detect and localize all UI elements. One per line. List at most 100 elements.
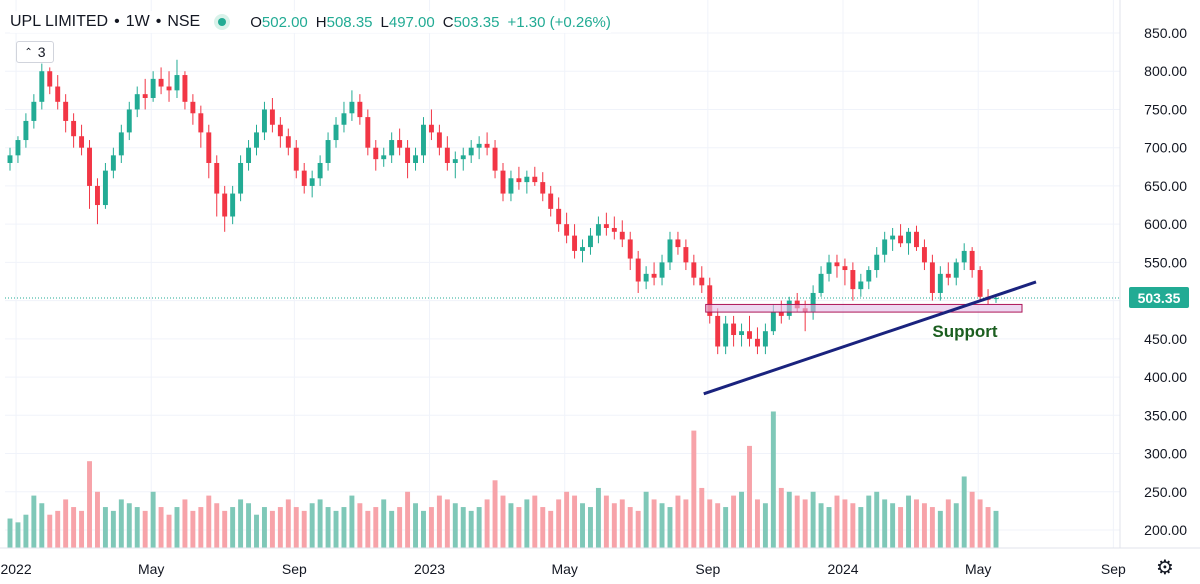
- volume-bar: [516, 507, 522, 548]
- exchange[interactable]: NSE: [167, 13, 201, 30]
- candle-body: [500, 170, 506, 194]
- volume-bar: [460, 507, 466, 548]
- indicators-toggle-button[interactable]: ⌃ 3: [16, 41, 54, 63]
- volume-bar: [102, 507, 108, 548]
- candle-body: [206, 132, 212, 163]
- candle-body: [15, 140, 21, 156]
- market-status-icon[interactable]: [214, 14, 231, 30]
- candle-body: [627, 239, 633, 259]
- candle-body: [325, 140, 331, 163]
- volume-bar: [95, 491, 100, 548]
- candle-body: [659, 262, 665, 278]
- volume-bar: [588, 507, 593, 548]
- candle-body: [142, 94, 148, 98]
- candle-body: [476, 143, 482, 148]
- open-value: 502.00: [261, 13, 308, 31]
- time-tick-label: 2022: [0, 561, 31, 577]
- volume-bar: [436, 495, 442, 548]
- candle-body: [739, 331, 745, 336]
- price-tick-label: 550.00: [1144, 254, 1187, 270]
- candle-body: [898, 235, 904, 244]
- candle-body: [906, 231, 911, 244]
- volume-bar: [540, 507, 546, 548]
- candle-body: [222, 193, 228, 217]
- chevron-up-icon: ⌃: [24, 46, 33, 58]
- volume-bar: [118, 499, 124, 548]
- candle-body: [731, 323, 737, 336]
- candle-body: [349, 101, 355, 114]
- volume-bar: [405, 491, 411, 548]
- volume-bar: [882, 499, 888, 548]
- volume-bar: [572, 495, 578, 548]
- volume-bar: [810, 491, 816, 548]
- candle-body: [23, 120, 29, 141]
- candle-body: [293, 147, 299, 171]
- volume-bar: [595, 487, 601, 548]
- volume-bar: [723, 507, 729, 548]
- candle-body: [357, 101, 363, 118]
- candle-body: [882, 239, 888, 255]
- volume-bar: [7, 518, 13, 548]
- candle-body: [110, 155, 116, 171]
- candle-body: [691, 262, 697, 278]
- price-tick-label: 700.00: [1144, 140, 1187, 156]
- candle-body: [31, 101, 37, 121]
- volume-bar: [786, 491, 792, 548]
- volume-bar: [142, 510, 148, 548]
- candle-body: [134, 94, 140, 110]
- price-tick-label: 650.00: [1144, 178, 1187, 194]
- volume-bar: [794, 495, 800, 548]
- volume-bar: [914, 499, 919, 548]
- indicator-count: 3: [37, 44, 46, 60]
- volume-bar: [389, 510, 395, 548]
- volume-bar: [532, 495, 538, 548]
- candle-body: [858, 281, 864, 290]
- candle-body: [492, 147, 498, 171]
- volume-bar: [15, 522, 21, 548]
- volume-bar: [643, 491, 649, 548]
- candle-body: [508, 178, 514, 194]
- candle-body: [317, 162, 323, 179]
- support-zone: [705, 303, 1023, 313]
- volume-bar: [126, 503, 132, 548]
- volume-bar: [293, 507, 299, 548]
- volume-bar: [937, 510, 943, 548]
- candle-body: [818, 273, 824, 293]
- trendline: [703, 280, 1037, 396]
- candle-body: [261, 109, 267, 133]
- candle-body: [71, 120, 77, 137]
- candle-body: [778, 312, 784, 316]
- volume-bar: [850, 503, 856, 548]
- volume-bar: [929, 507, 935, 548]
- candle-body: [810, 292, 816, 313]
- price-tick-label: 750.00: [1144, 101, 1187, 117]
- time-tick-label: May: [138, 561, 164, 577]
- candle-body: [556, 208, 562, 225]
- volume-bar: [802, 499, 808, 548]
- candle-body: [158, 78, 164, 87]
- candle-body: [619, 231, 625, 240]
- volume-bar: [667, 507, 673, 548]
- high-value: 508.35: [326, 13, 373, 31]
- candle-body: [635, 258, 641, 282]
- volume-bar: [47, 514, 53, 548]
- interval[interactable]: 1W: [125, 13, 150, 30]
- symbol-name[interactable]: UPL LIMITED: [10, 13, 109, 30]
- candle-body: [953, 262, 959, 278]
- volume-bar: [452, 503, 458, 548]
- volume-bar: [301, 510, 307, 548]
- gear-icon[interactable]: ⚙: [1156, 556, 1174, 579]
- price-tick-label: 450.00: [1144, 331, 1187, 347]
- separator: •: [114, 13, 120, 30]
- volume-bar: [182, 499, 188, 548]
- candle-body: [842, 266, 848, 271]
- price-tick-label: 400.00: [1144, 369, 1187, 385]
- candle-body: [333, 124, 339, 141]
- candle-body: [914, 231, 919, 248]
- candle-body: [301, 170, 307, 186]
- candle-body: [269, 109, 275, 125]
- candle-body: [421, 124, 426, 156]
- candle-body: [588, 235, 593, 248]
